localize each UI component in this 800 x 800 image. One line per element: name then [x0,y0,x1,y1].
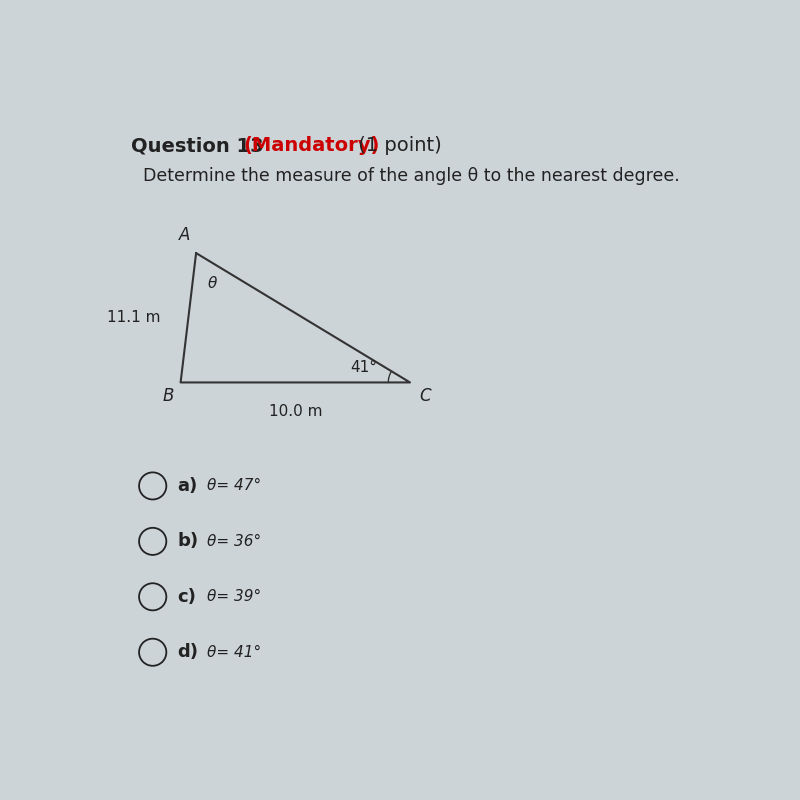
Text: θ= 39°: θ= 39° [207,590,262,604]
Text: (1 point): (1 point) [352,136,442,155]
Text: B: B [163,387,174,406]
Text: d): d) [178,643,198,662]
Text: θ= 47°: θ= 47° [207,478,262,494]
Text: θ= 36°: θ= 36° [207,534,262,549]
Text: C: C [419,387,431,406]
Text: a): a) [178,477,198,495]
Text: A: A [178,226,190,244]
Text: Determine the measure of the angle θ to the nearest degree.: Determine the measure of the angle θ to … [143,167,680,185]
Text: 41°: 41° [350,360,377,375]
Text: (Mandatory): (Mandatory) [244,136,380,155]
Text: c): c) [178,588,196,606]
Text: θ: θ [207,277,217,291]
Text: 10.0 m: 10.0 m [269,404,322,419]
Text: Question 13: Question 13 [131,136,270,155]
Text: b): b) [178,532,198,550]
Text: θ= 41°: θ= 41° [207,645,262,660]
Text: 11.1 m: 11.1 m [107,310,161,326]
